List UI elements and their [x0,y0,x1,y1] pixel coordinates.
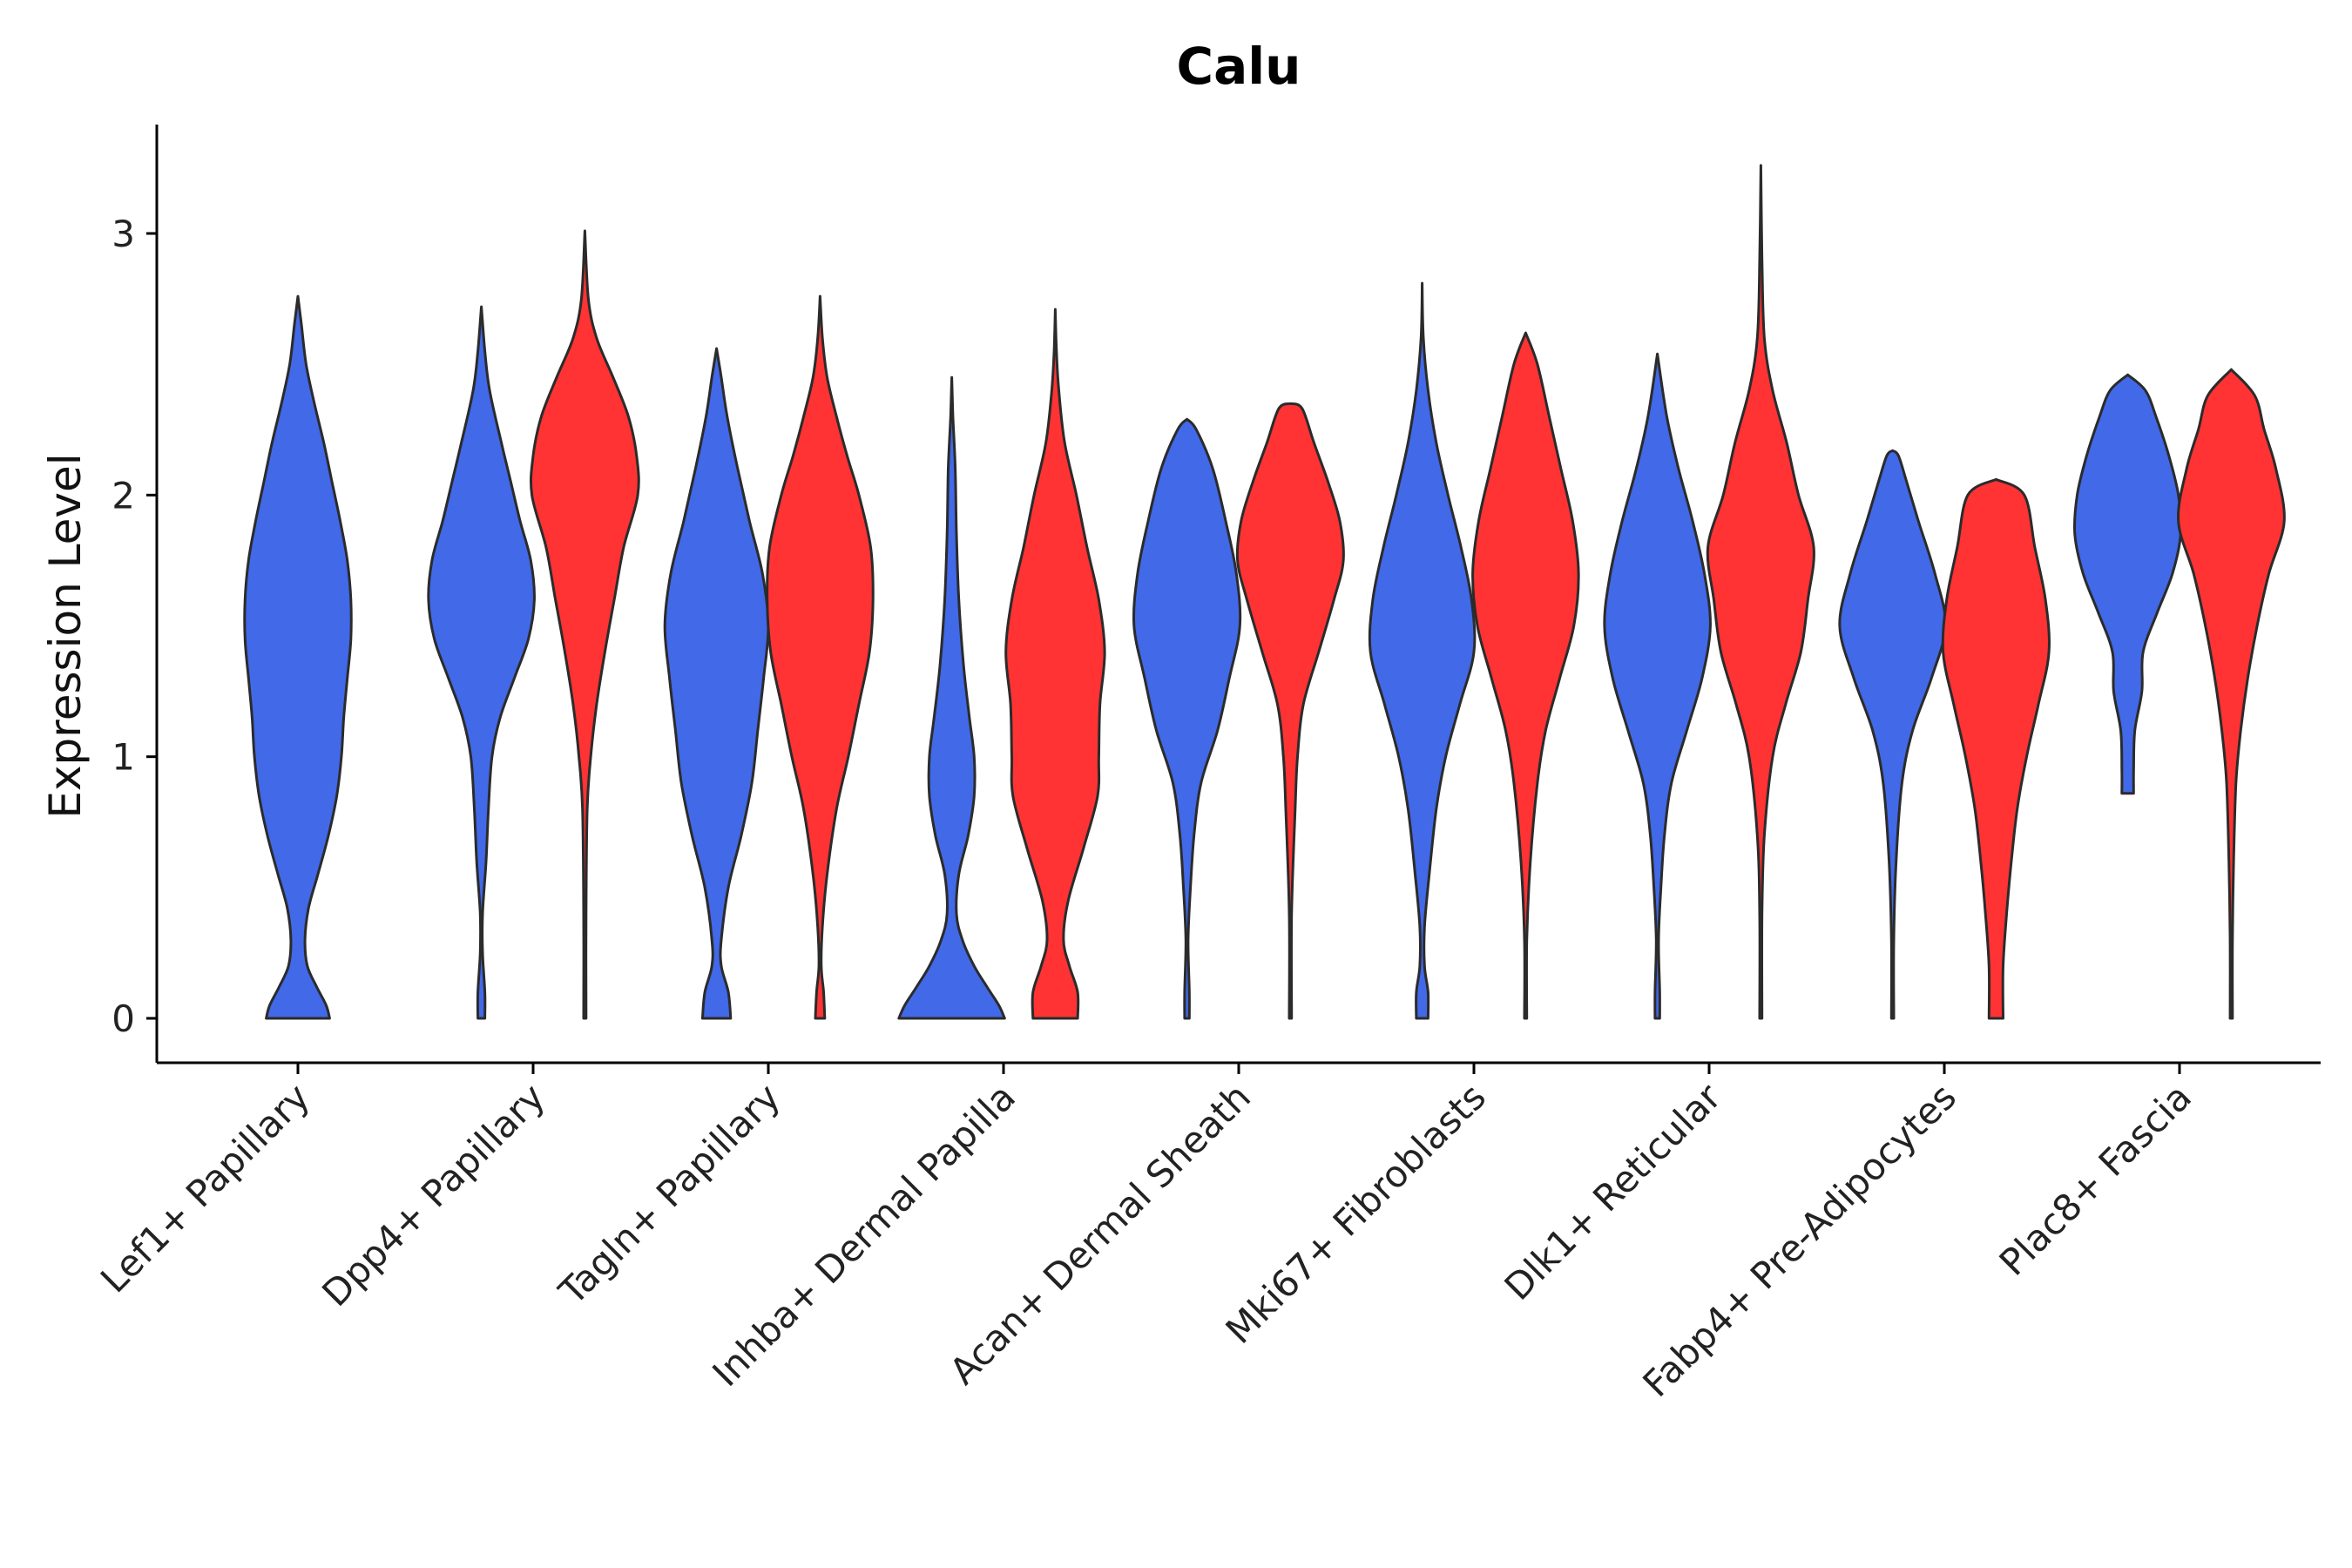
y-tick-label: 2 [112,474,135,517]
x-tick-label: Lef1+ Papillary [92,1075,318,1301]
y-ticks: 0 1 2 3 [112,213,157,1040]
violin-group_a-8 [2072,373,2183,795]
violin-group_a-4 [1132,417,1242,1020]
y-axis-label: Expression Level [40,453,91,818]
violin-group_a-1 [427,305,536,1020]
x-tick-label: Plac8+ Fascia [1991,1075,2200,1283]
violin-group_b-1 [530,229,640,1020]
y-tick-label: 1 [112,736,135,779]
violin-group_b-6 [1706,164,1815,1020]
violin-group_a-0 [243,294,353,1020]
violin-group_a-3 [897,375,1006,1020]
x-tick-label: Tagln+ Papillary [551,1075,788,1313]
x-tick-label: Mki67+ Fibroblasts [1218,1075,1494,1351]
violin-group_a-7 [1838,449,1947,1020]
violin-group_b-4 [1235,402,1345,1020]
violin-group_b-8 [2177,368,2286,1020]
x-tick-label: Dpp4+ Papillary [314,1075,553,1315]
y-tick-label: 0 [112,997,135,1040]
violin-group_a-5 [1368,281,1477,1020]
violin-group_b-5 [1471,331,1580,1020]
violin-group_b-2 [766,294,875,1020]
violin-group_b-3 [1004,308,1106,1020]
violin-group_a-2 [663,347,770,1020]
x-tick-label: Dlk1+ Reticular [1497,1075,1730,1308]
chart-title: Calu [1177,37,1301,96]
violin-layer [243,164,2286,1020]
violin-group_b-7 [1941,477,2051,1020]
y-tick-label: 3 [112,213,135,255]
violin-group_a-6 [1603,352,1712,1020]
